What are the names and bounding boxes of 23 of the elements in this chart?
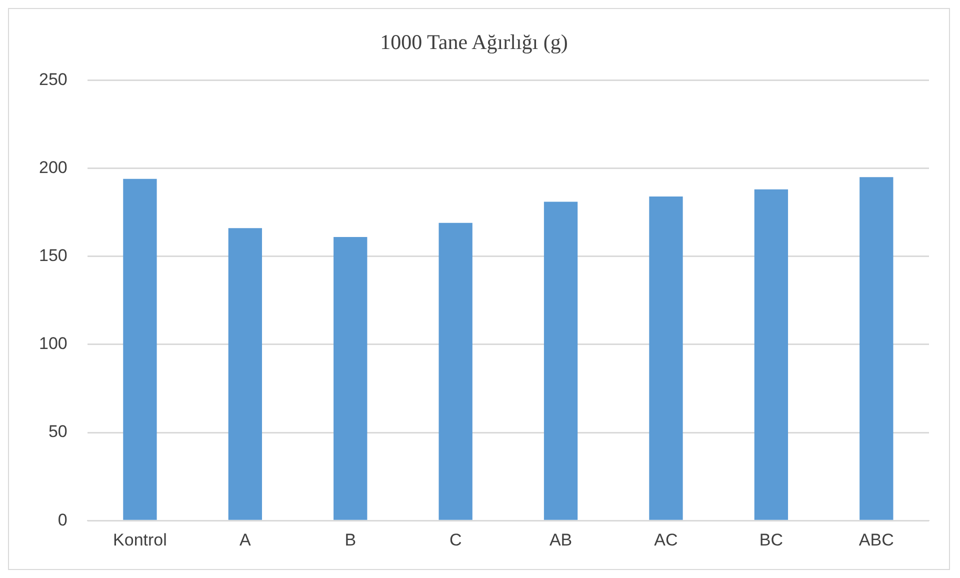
- x-tick-label: AC: [654, 530, 678, 550]
- x-tick-label: C: [449, 530, 462, 550]
- bar: [649, 196, 683, 520]
- y-tick-label: 0: [58, 510, 68, 530]
- x-tick-label: BC: [759, 530, 784, 550]
- y-tick-label: 50: [48, 422, 68, 442]
- x-tick-label: B: [344, 530, 356, 550]
- chart-title: 1000 Tane Ağırlığı (g): [380, 30, 568, 54]
- x-tick-label: A: [240, 530, 252, 550]
- x-tick-label: AB: [549, 530, 572, 550]
- bar: [334, 236, 368, 520]
- bar: [860, 177, 894, 520]
- x-tick-label: ABC: [858, 530, 894, 550]
- y-tick-label: 100: [38, 334, 68, 354]
- y-tick-label: 150: [38, 246, 68, 266]
- bar: [123, 178, 157, 520]
- y-tick-label: 250: [38, 70, 68, 89]
- bar: [228, 228, 262, 520]
- bar: [438, 222, 472, 520]
- bar: [754, 189, 788, 520]
- y-tick-label: 200: [38, 158, 68, 177]
- x-tick-label: Kontrol: [113, 530, 167, 550]
- bar: [544, 202, 578, 520]
